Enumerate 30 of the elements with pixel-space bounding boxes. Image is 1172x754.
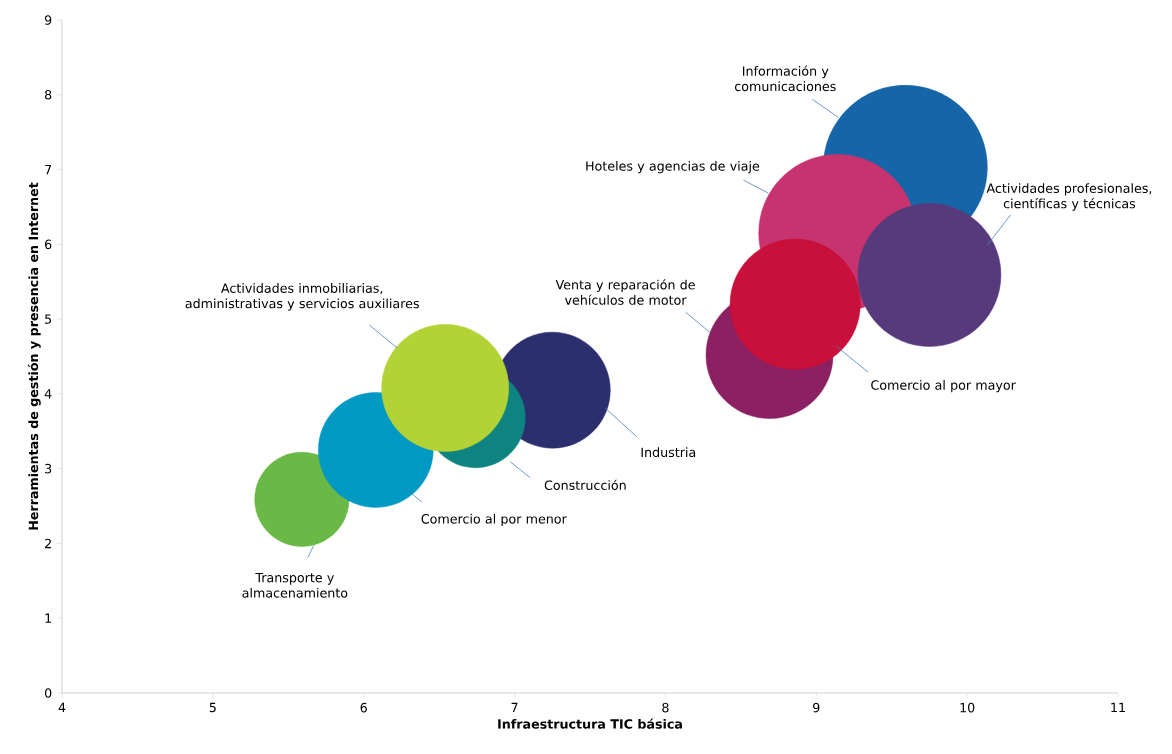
x-tick-label: 9 — [813, 702, 820, 713]
text: Comercio al por mayor — [871, 380, 1016, 393]
x-axis-title: Infraestructura TIC básica — [498, 718, 682, 729]
x-tick-label: 6 — [360, 702, 367, 713]
text: Transporte y almacenamiento — [242, 572, 348, 598]
text: Venta y reparación de vehículos de motor — [555, 279, 695, 305]
x-tick-label: 5 — [209, 702, 216, 713]
y-tick-label: 0 — [44, 688, 52, 698]
text: Industria — [641, 447, 696, 458]
y-tick-label: 6 — [45, 239, 52, 250]
y-tick-label: 1 — [45, 613, 52, 623]
y-axis-title: Herramientas de gestión y presencia en Internet — [27, 182, 41, 530]
text: Actividades inmobiliarias, administrativas y servicios auxiliares — [185, 283, 419, 311]
text: Comercio al por menor — [421, 513, 567, 527]
x-tick-label: 10 — [960, 702, 975, 713]
x-tick-label: 7 — [511, 702, 518, 713]
y-tick-label: 5 — [45, 314, 52, 324]
text: Hoteles y agencias de viaje — [586, 161, 760, 174]
y-tick-label: 4 — [44, 389, 52, 399]
text: Construcción — [544, 479, 626, 490]
x-tick-label: 11 — [1111, 702, 1125, 713]
x-tick-label: 8 — [662, 702, 669, 713]
y-tick-label: 2 — [45, 538, 51, 549]
y-tick-label: 7 — [45, 164, 52, 175]
text: Actividades profesionales, científicas y técnicas — [986, 183, 1152, 211]
y-tick-label: 8 — [44, 89, 52, 100]
y-tick-label: 9 — [44, 15, 52, 25]
x-tick-label: 4 — [58, 702, 66, 713]
text: Información y comunicaciones — [734, 65, 836, 92]
y-tick-label: 3 — [45, 463, 52, 474]
